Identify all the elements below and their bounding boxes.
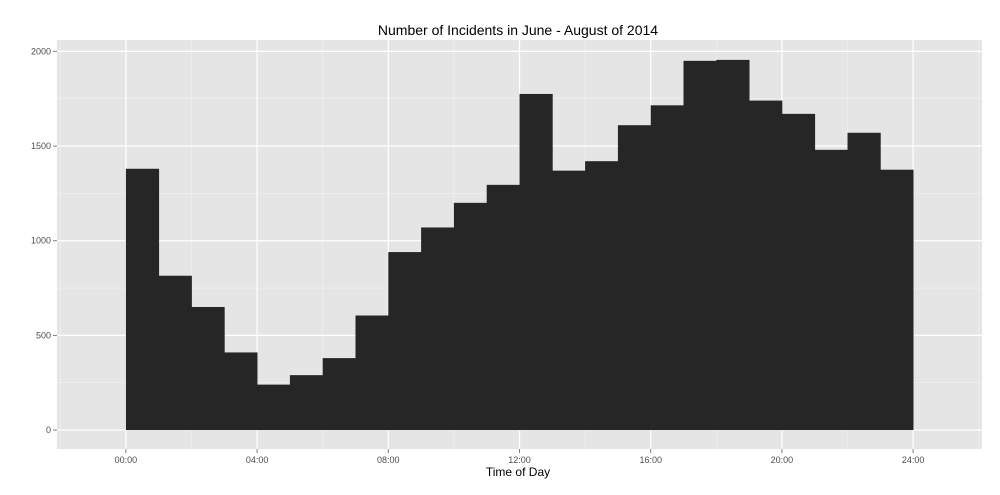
histogram-bar: [585, 161, 619, 431]
histogram-bar: [617, 125, 652, 431]
x-axis: 00:00 04:00 08:00 12:00 16:00 20:00 24:00: [115, 449, 925, 465]
y-axis: 0 500 1000 1500 2000: [31, 46, 57, 435]
histogram-bar: [781, 113, 816, 431]
x-tick-label: 08:00: [377, 455, 400, 465]
histogram-bar: [125, 168, 160, 431]
histogram-bar: [289, 375, 324, 431]
histogram-bar: [716, 59, 750, 431]
histogram-bar: [814, 149, 848, 431]
histogram-bar: [421, 227, 455, 431]
histogram-bar: [388, 252, 422, 431]
histogram-bar: [355, 315, 389, 431]
histogram-bar: [880, 169, 914, 431]
x-tick-label: 00:00: [115, 455, 138, 465]
x-tick-label: 12:00: [508, 455, 531, 465]
y-tick-label: 1500: [31, 141, 51, 151]
y-tick-label: 2000: [31, 46, 51, 56]
histogram-bar: [847, 132, 881, 431]
bars: [125, 59, 914, 431]
x-tick-label: 20:00: [771, 455, 794, 465]
chart-title: Number of Incidents in June - August of …: [378, 22, 658, 38]
x-tick-label: 16:00: [639, 455, 662, 465]
histogram-bar: [552, 170, 586, 431]
histogram-bar: [650, 105, 684, 431]
histogram-bar: [257, 384, 291, 431]
x-axis-title: Time of Day: [486, 465, 550, 479]
histogram-bar: [683, 60, 717, 431]
x-tick-label: 24:00: [902, 455, 925, 465]
y-tick-label: 0: [46, 425, 51, 435]
y-tick-label: 1000: [31, 236, 51, 246]
histogram-bar: [224, 352, 258, 431]
x-tick-label: 04:00: [246, 455, 269, 465]
histogram-bar: [453, 202, 488, 431]
histogram-bar: [158, 275, 192, 431]
y-tick-label: 500: [36, 330, 51, 340]
histogram-bar: [486, 184, 520, 431]
histogram-bar: [749, 100, 783, 431]
histogram-bar: [191, 306, 225, 431]
histogram-bar: [519, 93, 553, 431]
histogram-bar: [322, 358, 356, 431]
